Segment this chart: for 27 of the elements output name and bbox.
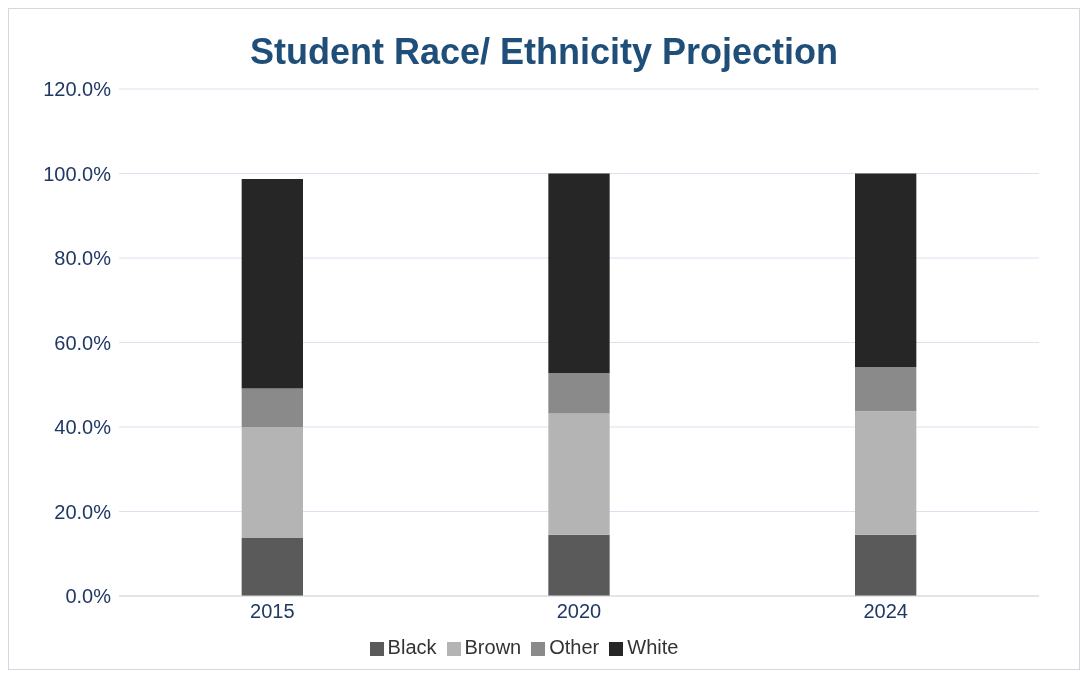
bar [241, 427, 303, 539]
legend-label: White [627, 636, 679, 658]
y-tick-label: 80.0% [54, 247, 112, 270]
bar [241, 178, 303, 389]
bar [855, 534, 917, 596]
bar [548, 372, 610, 414]
y-tick-label: 20.0% [54, 500, 112, 523]
legend-label: Brown [464, 636, 522, 658]
x-tick-label: 2024 [863, 600, 908, 623]
x-tick-label: 2015 [250, 600, 295, 623]
legend-label: Other [549, 636, 600, 658]
bar [241, 388, 303, 427]
bar [548, 534, 610, 596]
y-tick-label: 0.0% [65, 585, 112, 608]
y-tick-label: 100.0% [43, 162, 112, 185]
x-tick-label: 2020 [556, 600, 602, 623]
bar [548, 413, 610, 535]
bar [855, 367, 917, 412]
bar [855, 411, 917, 535]
y-tick-label: 40.0% [54, 416, 112, 439]
chart-title: Student Race/ Ethnicity Projection [249, 31, 839, 72]
bar [548, 173, 610, 373]
bar [241, 538, 303, 596]
legend-label: Black [387, 636, 437, 658]
y-tick-label: 60.0% [54, 331, 112, 354]
bar [855, 173, 917, 368]
y-tick-label: 120.0% [43, 78, 112, 101]
